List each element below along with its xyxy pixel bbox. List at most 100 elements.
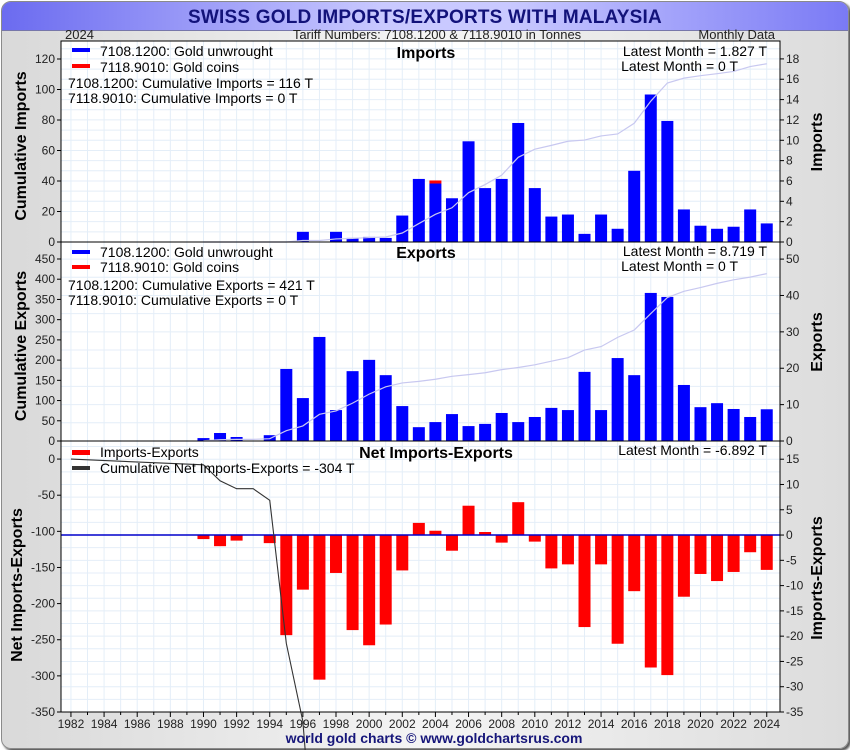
left-tick-label: -100 — [31, 524, 55, 538]
net-bar-2005 — [445, 535, 458, 551]
net-bar-1990 — [197, 535, 210, 540]
net-bar-2012 — [561, 535, 574, 565]
net-bar-2008 — [495, 535, 508, 543]
x-tick-label: 2008 — [488, 717, 515, 731]
imports-cumulative-coins: 7118.9010: Cumulative Imports = 0 T — [68, 90, 298, 106]
net-bar-2007 — [479, 532, 492, 536]
net-bar-1991 — [214, 535, 227, 547]
imports-bar-unwrought-2012 — [561, 214, 574, 242]
exports-bar-unwrought-2005 — [445, 414, 458, 441]
exports-bar-unwrought-2010 — [528, 416, 541, 441]
right-tick-label: -20 — [786, 629, 804, 643]
imports-left-axis-label: Cumulative Imports — [13, 71, 30, 220]
imports-bar-unwrought-2011 — [545, 216, 558, 242]
right-tick-label: -15 — [786, 604, 804, 618]
imports-bar-unwrought-2009 — [512, 122, 525, 242]
right-tick-label: 0 — [786, 528, 793, 542]
net-bar-2019 — [677, 535, 690, 597]
exports-bar-unwrought-2021 — [711, 403, 724, 441]
net-bar-2009 — [512, 502, 525, 536]
legend-swatch-coins — [72, 265, 90, 269]
left-tick-label: -300 — [31, 669, 55, 683]
left-tick-label: 80 — [42, 113, 56, 127]
plot-area-exports — [61, 242, 780, 441]
exports-bar-unwrought-1997 — [313, 336, 326, 441]
left-tick-label: -250 — [31, 633, 55, 647]
left-tick-label: 0 — [48, 434, 55, 448]
imports-panel-title: Imports — [397, 45, 456, 62]
exports-legend-coins: 7118.9010: Gold coins — [100, 259, 239, 275]
imports-bar-unwrought-2021 — [711, 228, 724, 242]
right-tick-label: 50 — [786, 252, 800, 266]
legend-swatch-unwrought — [72, 250, 90, 254]
imports-bar-unwrought-2024 — [760, 223, 773, 242]
exports-bar-unwrought-2024 — [760, 409, 773, 441]
right-tick-label: 10 — [786, 398, 800, 412]
plot-area-net — [61, 441, 780, 712]
net-bar-2001 — [379, 535, 392, 625]
net-bar-2011 — [545, 535, 558, 569]
exports-bar-unwrought-2019 — [677, 384, 690, 441]
right-tick-label: 16 — [786, 72, 800, 86]
legend-swatch-unwrought — [72, 48, 90, 52]
exports-bar-unwrought-2012 — [561, 410, 574, 441]
imports-bar-unwrought-2008 — [495, 178, 508, 242]
net-left-axis-label: Net Imports-Exports — [9, 508, 26, 662]
imports-bar-unwrought-2022 — [727, 226, 740, 242]
exports-bar-unwrought-2023 — [744, 416, 757, 441]
x-tick-label: 1994 — [256, 717, 283, 731]
imports-bar-unwrought-2004 — [429, 183, 442, 242]
exports-bar-unwrought-2008 — [495, 412, 508, 441]
exports-bar-unwrought-2006 — [462, 426, 475, 441]
imports-bar-unwrought-2007 — [479, 188, 492, 242]
imports-bar-unwrought-1998 — [330, 231, 343, 242]
x-tick-label: 1986 — [124, 717, 151, 731]
net-bar-2020 — [694, 535, 707, 574]
imports-legend-coins: 7118.9010: Gold coins — [100, 59, 239, 75]
legend-swatch-coins — [72, 64, 90, 68]
exports-legend-unwrought: 7108.1200: Gold unwrought — [100, 244, 273, 260]
year-label: 2024 — [65, 27, 94, 42]
left-tick-label: 100 — [35, 82, 55, 96]
right-tick-label: 12 — [786, 113, 800, 127]
right-tick-label: -5 — [786, 553, 797, 567]
imports-bar-unwrought-2003 — [412, 178, 425, 242]
net-bar-2014 — [595, 535, 608, 565]
net-bar-2002 — [396, 535, 409, 571]
imports-bar-unwrought-2014 — [595, 214, 608, 242]
imports-legend-unwrought: 7108.1200: Gold unwrought — [100, 43, 273, 59]
net-bar-2004 — [429, 530, 442, 536]
net-bar-2006 — [462, 505, 475, 536]
x-tick-label: 2022 — [720, 717, 747, 731]
net-right-axis-label: Imports-Exports — [809, 516, 826, 640]
x-tick-label: 2004 — [422, 717, 449, 731]
net-bar-1994 — [263, 535, 276, 544]
x-tick-label: 1990 — [190, 717, 217, 731]
exports-bar-unwrought-2020 — [694, 407, 707, 441]
net-bar-1997 — [313, 535, 326, 680]
net-bar-1999 — [346, 535, 359, 631]
exports-bar-unwrought-2014 — [595, 410, 608, 441]
net-cumulative-line — [70, 458, 306, 750]
net-bar-2022 — [727, 535, 740, 572]
x-tick-label: 2018 — [654, 717, 681, 731]
imports-bar-coins-2004 — [429, 180, 442, 184]
net-bar-2016 — [628, 535, 641, 592]
frequency-label: Monthly Data — [698, 27, 775, 42]
right-tick-label: 10 — [786, 133, 800, 147]
exports-bar-unwrought-2015 — [611, 358, 624, 441]
right-tick-label: 8 — [786, 154, 793, 168]
left-tick-label: 0 — [48, 235, 55, 249]
net-bar-2017 — [644, 535, 657, 668]
exports-bar-unwrought-2000 — [363, 359, 376, 441]
x-tick-label: 2006 — [455, 717, 482, 731]
right-tick-label: 18 — [786, 52, 800, 66]
net-bar-2018 — [661, 535, 674, 676]
net-legend-bars: Imports-Exports — [100, 444, 199, 460]
chart-title: SWISS GOLD IMPORTS/EXPORTS WITH MALAYSIA — [188, 7, 662, 28]
exports-bar-unwrought-1998 — [330, 410, 343, 441]
imports-bar-unwrought-1999 — [346, 237, 359, 242]
net-bar-2000 — [363, 535, 376, 646]
imports-bar-unwrought-2002 — [396, 215, 409, 242]
x-tick-label: 2016 — [621, 717, 648, 731]
